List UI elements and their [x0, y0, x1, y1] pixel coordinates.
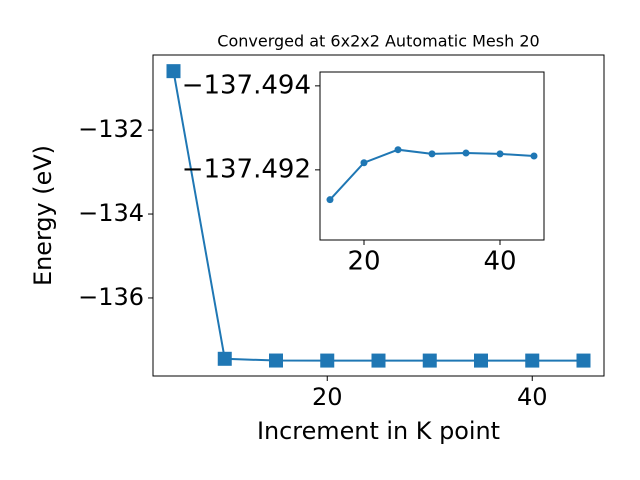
y-axis-label: Energy (eV)	[29, 145, 57, 286]
y-tick-label: −136	[78, 283, 144, 311]
x-tick-label: 20	[347, 247, 380, 277]
chart-title: Converged at 6x2x2 Automatic Mesh 20	[217, 32, 539, 51]
y-tick-label: −134	[78, 199, 144, 227]
marker	[269, 353, 283, 368]
marker	[371, 353, 386, 368]
marker	[360, 159, 368, 167]
marker	[394, 146, 402, 154]
marker	[462, 149, 470, 157]
y-tick-label: −137.494	[182, 70, 311, 100]
x-axis-label: Increment in K point	[257, 417, 500, 445]
x-tick-label: 40	[517, 383, 548, 411]
marker	[530, 152, 538, 160]
marker	[422, 353, 437, 368]
y-tick-label: −132	[78, 115, 144, 143]
x-tick-label: 40	[483, 247, 516, 277]
x-tick-label: 20	[312, 383, 343, 411]
marker	[166, 64, 181, 79]
marker	[474, 353, 488, 368]
marker	[217, 351, 232, 366]
marker	[320, 353, 335, 368]
marker	[326, 196, 334, 204]
marker	[525, 353, 540, 368]
marker	[496, 150, 504, 158]
y-tick-label: −137.492	[182, 154, 311, 184]
marker	[428, 150, 436, 158]
marker	[576, 353, 591, 368]
